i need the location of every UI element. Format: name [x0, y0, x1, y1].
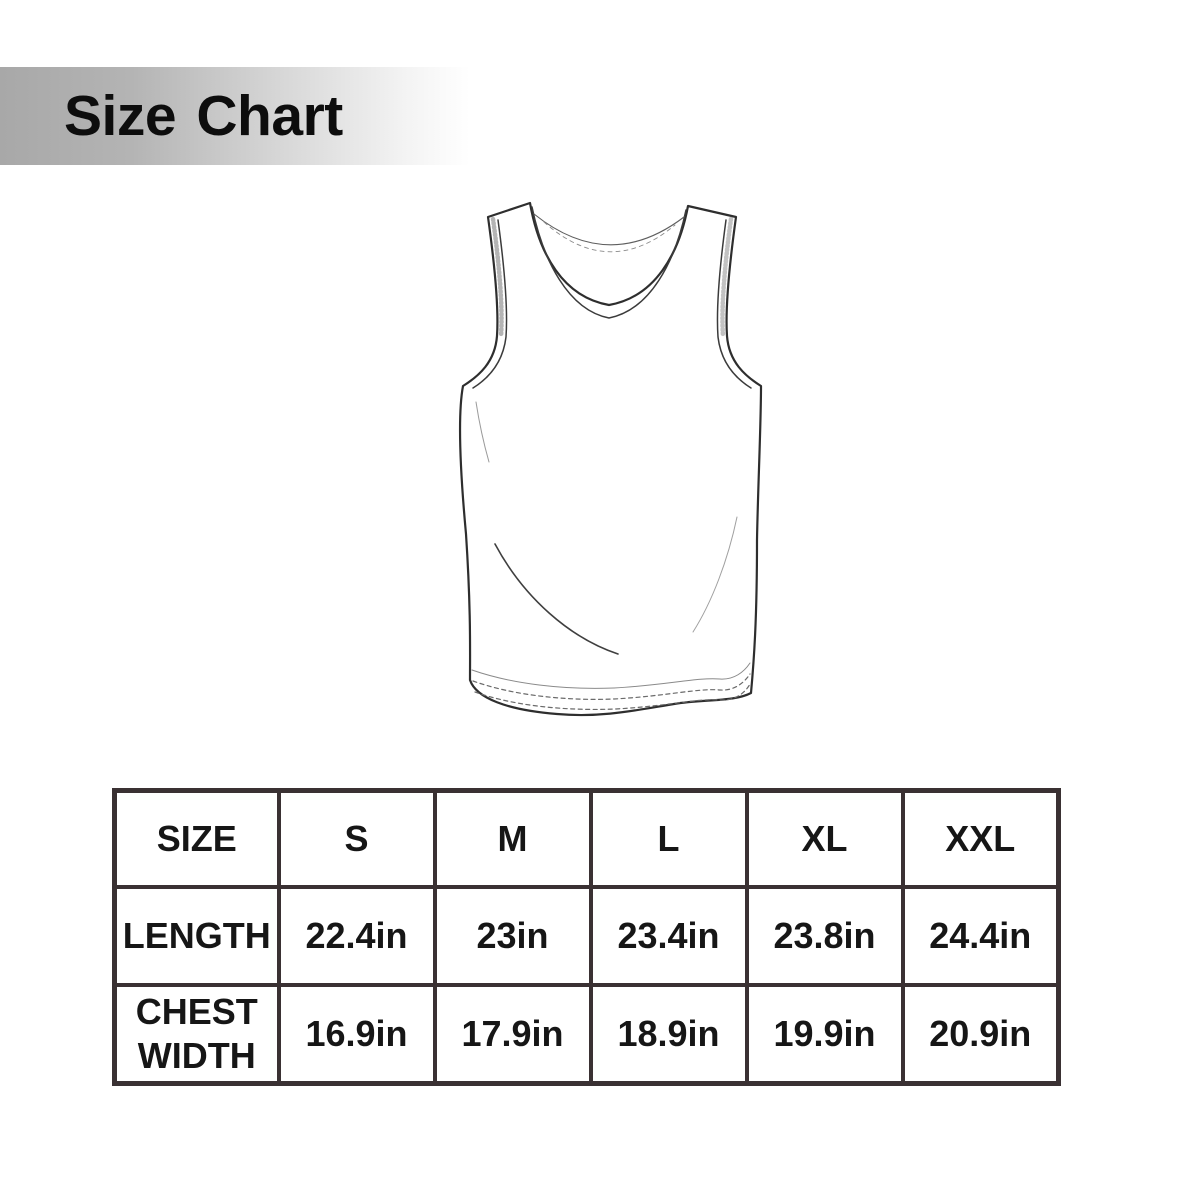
chest-value-m: 17.9in — [432, 983, 593, 1086]
side-shade-left — [475, 401, 490, 463]
row-label-length: LENGTH — [112, 885, 281, 987]
length-value-m: 23in — [432, 885, 593, 987]
size-chart-table: SIZE S M L XL XXL LENGTH 22.4in 23in 23.… — [112, 788, 1061, 1086]
table-row-chest-width: CHEST WIDTH 16.9in 17.9in 18.9in 19.9in … — [112, 983, 1061, 1086]
tank-top-illustration — [458, 201, 763, 717]
title-banner: Size Chart — [0, 67, 470, 165]
neck-band-seam — [531, 206, 687, 319]
drape-line-center — [494, 543, 619, 655]
col-header-xxl: XXL — [900, 788, 1061, 889]
length-value-xxl: 24.4in — [900, 885, 1061, 987]
chest-value-l: 18.9in — [588, 983, 749, 1086]
length-value-xl: 23.8in — [744, 885, 905, 987]
armhole-band-right — [716, 219, 752, 389]
drape-line-right — [692, 516, 738, 633]
table-row-length: LENGTH 22.4in 23in 23.4in 23.8in 24.4in — [112, 885, 1061, 987]
length-value-s: 22.4in — [276, 885, 437, 987]
chest-value-xxl: 20.9in — [900, 983, 1061, 1086]
col-header-size: SIZE — [112, 788, 281, 889]
table-header-row: SIZE S M L XL XXL — [112, 788, 1061, 889]
col-header-m: M — [432, 788, 593, 889]
strap-ribbing-right — [720, 216, 734, 339]
hem-stitch-upper — [472, 673, 751, 700]
col-header-xl: XL — [744, 788, 905, 889]
hem-fold-line — [471, 662, 751, 689]
armhole-band-left — [472, 219, 508, 389]
strap-ribbing-left — [490, 216, 504, 339]
length-value-l: 23.4in — [588, 885, 749, 987]
chest-value-s: 16.9in — [276, 983, 437, 1086]
page-title: Size Chart — [64, 83, 343, 148]
back-neck-line — [533, 213, 685, 246]
tank-body-outline — [458, 201, 763, 717]
row-label-chest-width: CHEST WIDTH — [112, 983, 281, 1086]
chest-value-xl: 19.9in — [744, 983, 905, 1086]
col-header-l: L — [588, 788, 749, 889]
col-header-s: S — [276, 788, 437, 889]
back-neck-stitch — [543, 221, 676, 253]
